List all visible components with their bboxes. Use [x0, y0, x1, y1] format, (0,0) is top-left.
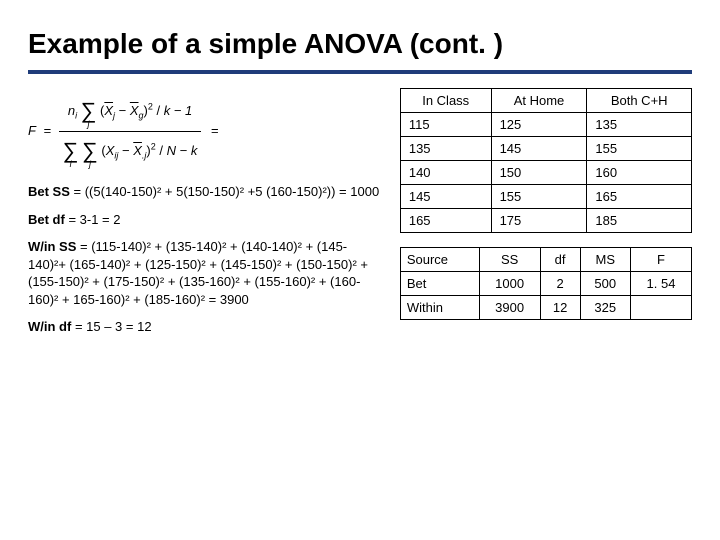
- data-header-1: At Home: [491, 89, 587, 113]
- table-cell: 12: [540, 296, 580, 320]
- table-row: Within390012325: [400, 296, 691, 320]
- table-cell: 125: [491, 113, 587, 137]
- data-table-header-row: In Class At Home Both C+H: [400, 89, 691, 113]
- page-title: Example of a simple ANOVA (cont. ): [0, 0, 720, 70]
- f-ratio-formula: F = ni ∑j (Xj − Xg)2 / k − 1 ∑i ∑j (Xij …: [28, 88, 384, 183]
- table-cell: 150: [491, 161, 587, 185]
- table-cell: 185: [587, 209, 692, 233]
- bet-df-label: Bet df: [28, 212, 65, 227]
- left-column: F = ni ∑j (Xj − Xg)2 / k − 1 ∑i ∑j (Xij …: [28, 88, 384, 346]
- table-row: 165175185: [400, 209, 691, 233]
- table-row: 140150160: [400, 161, 691, 185]
- data-header-2: Both C+H: [587, 89, 692, 113]
- table-cell: 325: [580, 296, 630, 320]
- table-cell: 3900: [479, 296, 540, 320]
- bet-df-text: = 3-1 = 2: [65, 212, 121, 227]
- table-cell: 165: [400, 209, 491, 233]
- table-cell: 145: [491, 137, 587, 161]
- table-cell: 155: [587, 137, 692, 161]
- win-df-calc: W/in df = 15 – 3 = 12: [28, 318, 384, 336]
- table-cell: 175: [491, 209, 587, 233]
- anova-table: Source SS df MS F Bet100025001. 54Within…: [400, 247, 692, 320]
- win-ss-text: = (115-140)² + (135-140)² + (140-140)² +…: [28, 239, 368, 307]
- table-cell: [631, 296, 692, 320]
- title-underline: [28, 70, 692, 74]
- table-row: Bet100025001. 54: [400, 272, 691, 296]
- table-cell: 160: [587, 161, 692, 185]
- bet-ss-calc: Bet SS = ((5(140-150)² + 5(150-150)² +5 …: [28, 183, 384, 201]
- table-cell: 140: [400, 161, 491, 185]
- table-cell: 135: [587, 113, 692, 137]
- table-cell: 155: [491, 185, 587, 209]
- data-header-0: In Class: [400, 89, 491, 113]
- anova-header-row: Source SS df MS F: [400, 248, 691, 272]
- table-cell: 2: [540, 272, 580, 296]
- anova-header-1: SS: [479, 248, 540, 272]
- table-cell: 500: [580, 272, 630, 296]
- win-df-text: = 15 – 3 = 12: [71, 319, 151, 334]
- win-ss-label: W/in SS: [28, 239, 76, 254]
- table-cell: 1000: [479, 272, 540, 296]
- bet-df-calc: Bet df = 3-1 = 2: [28, 211, 384, 229]
- table-cell: 1. 54: [631, 272, 692, 296]
- win-df-label: W/in df: [28, 319, 71, 334]
- table-cell: 145: [400, 185, 491, 209]
- anova-header-4: F: [631, 248, 692, 272]
- table-cell: Bet: [400, 272, 479, 296]
- anova-header-0: Source: [400, 248, 479, 272]
- bet-ss-label: Bet SS: [28, 184, 70, 199]
- table-cell: 135: [400, 137, 491, 161]
- table-row: 115125135: [400, 113, 691, 137]
- table-cell: 165: [587, 185, 692, 209]
- table-cell: Within: [400, 296, 479, 320]
- bet-ss-text: = ((5(140-150)² + 5(150-150)² +5 (160-15…: [70, 184, 379, 199]
- anova-header-2: df: [540, 248, 580, 272]
- anova-header-3: MS: [580, 248, 630, 272]
- table-cell: 115: [400, 113, 491, 137]
- win-ss-calc: W/in SS = (115-140)² + (135-140)² + (140…: [28, 238, 384, 308]
- table-row: 145155165: [400, 185, 691, 209]
- data-table: In Class At Home Both C+H 11512513513514…: [400, 88, 692, 233]
- right-column: In Class At Home Both C+H 11512513513514…: [400, 88, 692, 346]
- content-area: F = ni ∑j (Xj − Xg)2 / k − 1 ∑i ∑j (Xij …: [0, 88, 720, 346]
- table-row: 135145155: [400, 137, 691, 161]
